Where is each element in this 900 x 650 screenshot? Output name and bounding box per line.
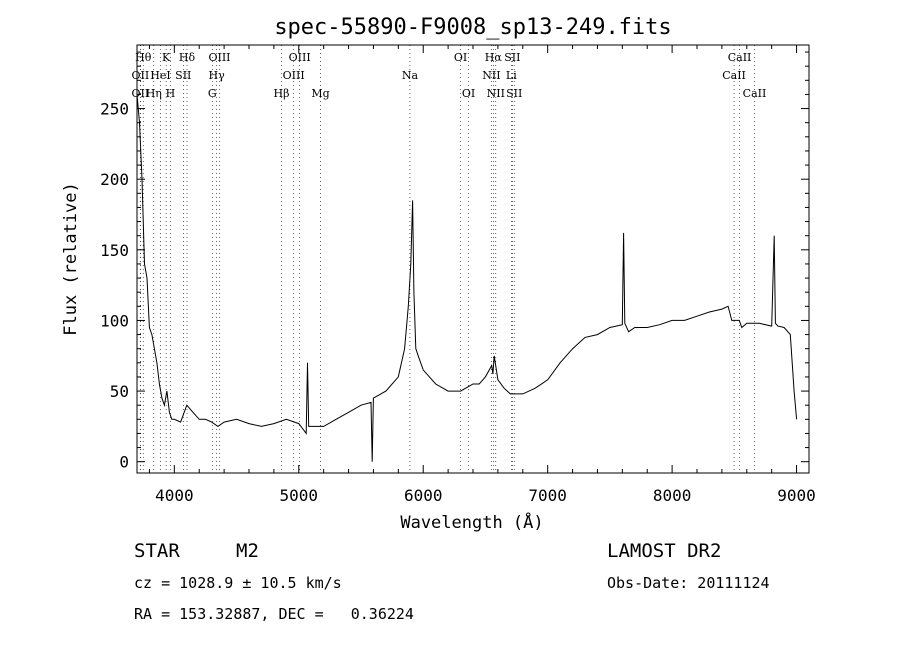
y-tick-label: 200: [100, 170, 129, 189]
line-label: Hγ: [209, 69, 226, 82]
line-label: Li: [506, 69, 517, 82]
line-label: OII: [132, 69, 150, 82]
y-axis-ticks: 0 50 100 150 200 250: [100, 51, 809, 472]
line-label: OIII: [208, 51, 230, 64]
redshift-text: cz = 1028.9 ± 10.5 km/s: [134, 574, 342, 592]
line-label: HeI: [150, 69, 170, 82]
x-tick-label: 8000: [653, 486, 692, 505]
line-label: CaII: [722, 69, 746, 82]
line-label: H: [166, 87, 176, 100]
y-tick-label: 0: [119, 453, 129, 472]
x-axis-label: Wavelength (Å): [400, 511, 543, 533]
x-tick-label: 9000: [777, 486, 816, 505]
x-tick-label: 5000: [280, 486, 319, 505]
line-label: Hβ: [274, 87, 290, 100]
object-subclass: M2: [236, 540, 259, 562]
line-label: CaII: [743, 87, 767, 100]
line-label: Hα: [485, 51, 503, 64]
y-tick-label: 50: [110, 382, 129, 401]
line-label: K: [162, 51, 171, 64]
line-label: Mg: [311, 87, 329, 100]
y-axis-label: Flux (relative): [61, 182, 81, 336]
spectrum-series-line: [136, 94, 798, 462]
line-label: NII: [487, 87, 505, 100]
obs-date-text: Obs-Date: 20111124: [607, 574, 770, 592]
coordinates-text: RA = 153.32887, DEC = 0.36224: [134, 605, 414, 623]
line-label: CaII: [728, 51, 752, 64]
x-tick-label: 6000: [404, 486, 443, 505]
line-label: NII: [482, 69, 500, 82]
y-tick-label: 100: [100, 311, 129, 330]
line-label: Hθ: [135, 51, 152, 64]
line-label: OII: [132, 87, 150, 100]
spectral-line-markers: [140, 45, 755, 473]
line-label: Na: [402, 69, 419, 82]
x-tick-label: 7000: [528, 486, 567, 505]
plot-frame: [136, 44, 810, 474]
y-tick-label: 150: [100, 241, 129, 260]
line-label: SII: [506, 87, 522, 100]
line-label: OIII: [289, 51, 311, 64]
object-class: STAR: [134, 540, 180, 562]
line-label: G: [208, 87, 217, 100]
line-label: SII: [504, 51, 520, 64]
line-label: Hη: [146, 87, 162, 100]
line-label: OIII: [283, 69, 305, 82]
survey-name: LAMOST DR2: [607, 540, 722, 562]
y-tick-label: 250: [100, 100, 129, 119]
x-axis-ticks: 4000 5000 6000 7000 8000 9000: [148, 45, 816, 505]
x-tick-label: 4000: [155, 486, 194, 505]
chart-title: spec-55890-F9008_sp13-249.fits: [274, 15, 671, 40]
spectral-line-labels: OII OII Hθ Hη K HeI SII H Hδ OIII Hγ G OIII OIII Hβ Mg N…: [132, 51, 767, 100]
line-label: OI: [454, 51, 467, 64]
line-label: Hδ: [179, 51, 196, 64]
line-label: SII: [175, 69, 191, 82]
line-label: OI: [462, 87, 475, 100]
